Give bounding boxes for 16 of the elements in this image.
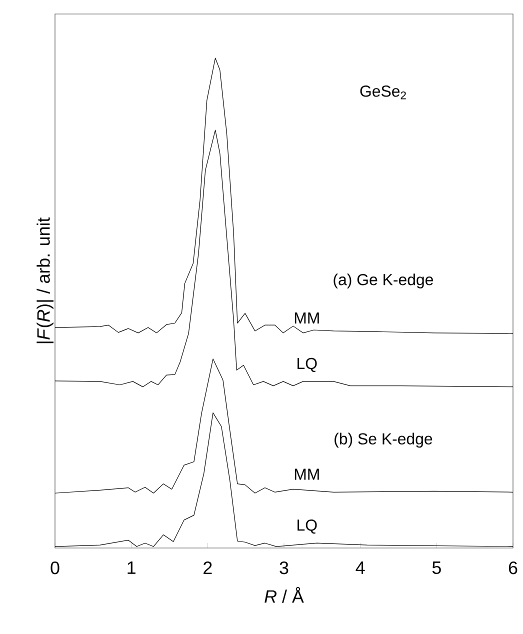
- series-label: MM: [294, 468, 319, 480]
- x-tick-label: 5: [432, 562, 441, 574]
- x-tick-label: 4: [356, 562, 365, 574]
- series-label: LQ: [297, 520, 317, 534]
- x-tick-label: 2: [203, 562, 212, 574]
- series-label: LQ: [297, 358, 317, 372]
- x-tick-label: 6: [508, 562, 518, 574]
- x-tick-label: 1: [128, 562, 136, 574]
- x-tick-label: 3: [280, 562, 288, 574]
- x-tick-label: 0: [50, 562, 60, 574]
- series-label: MM: [294, 312, 319, 324]
- annotation: (b) Se K-edge: [334, 432, 432, 448]
- annotation: (a) Ge K-edge: [334, 274, 433, 288]
- x-axis-title: R / Å: [264, 587, 304, 603]
- y-axis-title: |F(R)| / arb. unit: [36, 217, 54, 344]
- annotation: GeSe$_{2}$: [360, 86, 406, 100]
